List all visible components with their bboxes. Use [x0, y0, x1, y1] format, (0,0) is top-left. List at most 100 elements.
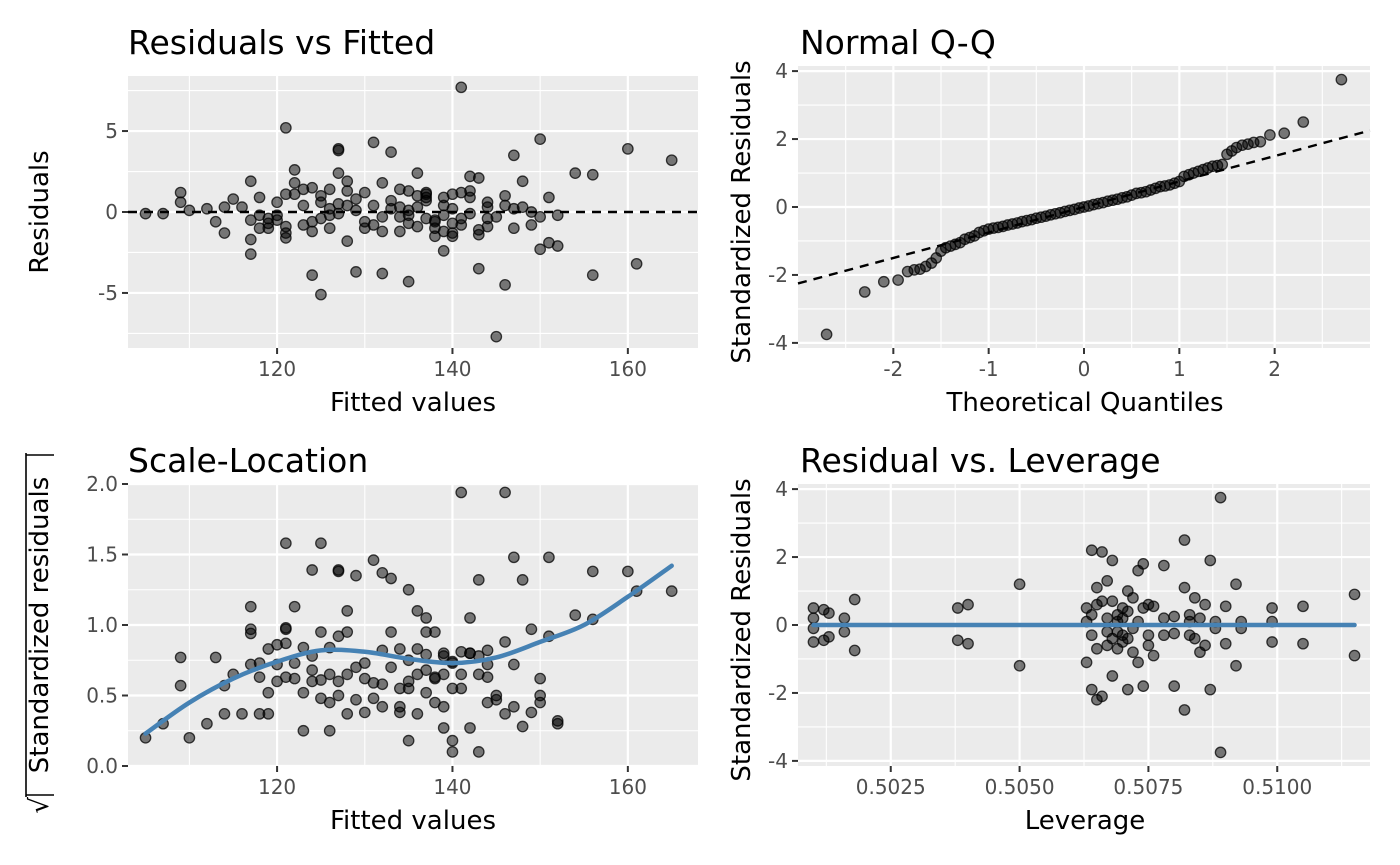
normal_qq-points	[820, 73, 1348, 341]
data-point	[1106, 595, 1119, 608]
data-point	[455, 668, 468, 681]
data-point	[350, 204, 362, 217]
data-point	[951, 602, 964, 614]
data-point	[402, 734, 415, 747]
data-point	[367, 219, 380, 231]
x-tick-label: 0.5025	[856, 775, 926, 799]
data-point	[288, 177, 301, 189]
data-point	[472, 172, 485, 184]
data-point	[490, 693, 503, 706]
data-point	[543, 551, 555, 564]
data-point	[376, 177, 389, 189]
data-point	[411, 167, 424, 179]
data-point	[420, 686, 433, 699]
scale_location-plot-area	[128, 482, 698, 768]
data-point	[1230, 659, 1242, 672]
data-point	[201, 202, 213, 215]
data-point	[420, 664, 433, 676]
data-point	[1254, 135, 1267, 148]
data-point	[1297, 637, 1309, 650]
data-point	[139, 207, 152, 220]
x-tick-label: 120	[258, 775, 296, 799]
data-point	[236, 201, 248, 213]
data-point	[665, 585, 678, 598]
data-point	[271, 214, 283, 226]
data-point	[1204, 554, 1217, 567]
data-point	[499, 486, 511, 499]
data-point	[551, 209, 564, 222]
data-point	[569, 167, 582, 179]
data-point	[376, 700, 389, 713]
data-point	[376, 678, 389, 691]
data-point	[174, 196, 187, 209]
data-point	[393, 700, 406, 713]
data-point	[464, 207, 476, 220]
x-tick-label: 0.5100	[1242, 775, 1312, 799]
data-point	[1204, 683, 1217, 696]
data-point	[402, 275, 415, 288]
data-point	[586, 565, 599, 578]
data-point	[1216, 158, 1229, 171]
x-tick-label: 140	[433, 775, 471, 799]
data-point	[429, 230, 441, 243]
x-tick-label: 120	[258, 357, 296, 381]
normal-qq-xlabel: Theoretical Quantiles	[945, 388, 1223, 418]
data-point	[1199, 598, 1211, 611]
data-point	[1199, 639, 1211, 652]
data-point	[376, 566, 389, 579]
data-point	[437, 700, 450, 713]
residuals-vs-fitted-xlabel: Fitted values	[330, 388, 496, 418]
data-point	[244, 248, 257, 260]
data-point	[630, 257, 643, 270]
data-point	[455, 682, 468, 695]
data-point	[437, 209, 450, 222]
scale-location-title: Scale-Location	[128, 441, 368, 480]
data-point	[341, 707, 354, 720]
data-point	[1080, 656, 1093, 669]
data-point	[279, 232, 292, 244]
data-point	[1085, 683, 1098, 696]
scale-location-xlabel: Fitted values	[330, 806, 496, 836]
x-tick-label: 0.5050	[985, 775, 1055, 799]
data-point	[315, 288, 327, 301]
data-point	[218, 227, 231, 239]
data-point	[1168, 627, 1181, 640]
data-point	[288, 164, 301, 176]
data-point	[253, 671, 266, 684]
data-point	[838, 625, 851, 638]
data-point	[807, 602, 820, 614]
data-point	[174, 679, 187, 692]
data-point	[315, 626, 327, 638]
data-point	[1127, 591, 1139, 604]
data-point	[446, 734, 459, 747]
data-point	[315, 189, 327, 202]
data-point	[499, 707, 511, 720]
data-point	[848, 644, 861, 657]
data-point	[807, 612, 820, 625]
residual-vs-leverage-xlabel: Leverage	[1025, 806, 1146, 836]
data-point	[892, 274, 904, 286]
data-point	[1158, 559, 1170, 572]
data-point	[315, 674, 327, 686]
data-point	[1188, 632, 1201, 645]
data-point	[437, 245, 450, 257]
data-point	[848, 593, 861, 606]
residuals-vs-fitted-title: Residuals vs Fitted	[128, 23, 435, 62]
data-point	[385, 146, 397, 158]
data-point	[525, 623, 538, 636]
data-point	[367, 554, 380, 566]
data-point	[332, 675, 345, 688]
data-point	[332, 167, 345, 179]
residuals_vs_fitted-points	[139, 81, 678, 343]
normal-qq-ylabel: Standardized Residuals	[727, 60, 757, 363]
data-point	[1096, 595, 1108, 608]
data-point	[402, 185, 415, 197]
data-point	[551, 717, 564, 730]
data-point	[437, 668, 450, 681]
residual-vs-leverage-ylabel: Standardized Residuals	[727, 478, 757, 781]
data-point	[499, 279, 511, 291]
y-tick-label: -4	[768, 331, 788, 355]
data-point	[244, 214, 257, 226]
data-point	[244, 623, 257, 636]
data-point	[1266, 636, 1278, 648]
